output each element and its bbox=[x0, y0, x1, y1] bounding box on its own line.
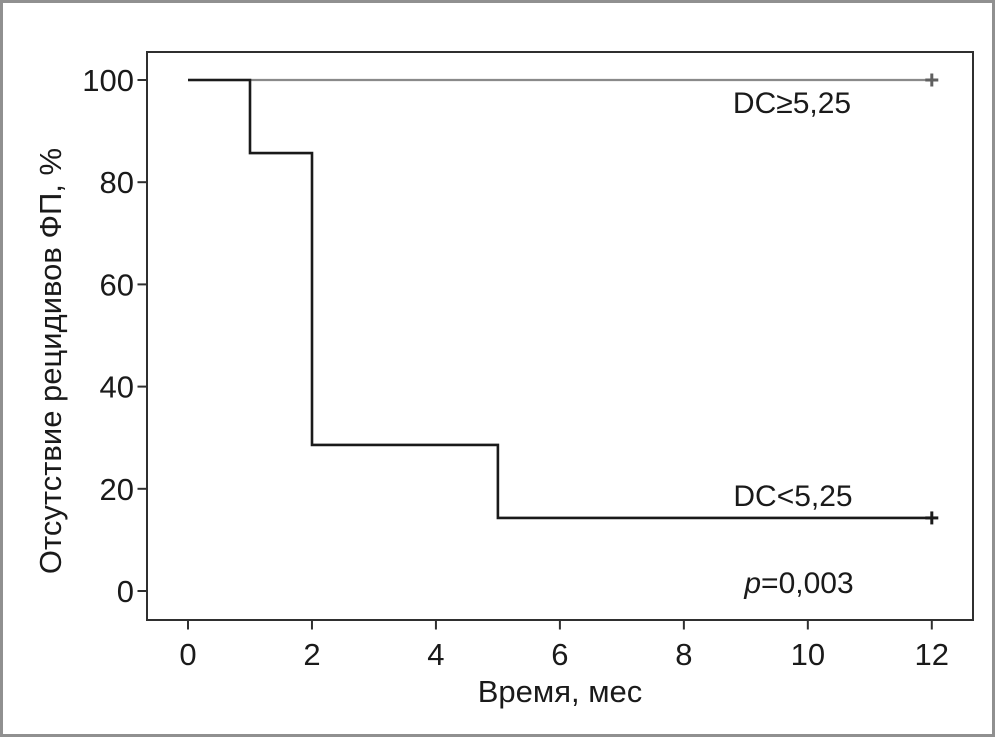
p-symbol: p bbox=[743, 567, 761, 600]
series-label-dc-lt-525: DC<5,25 bbox=[733, 480, 852, 513]
x-tick-label: 10 bbox=[791, 637, 825, 672]
x-tick-label: 12 bbox=[915, 637, 949, 672]
y-tick-label: 0 bbox=[117, 574, 134, 609]
y-tick-label: 100 bbox=[82, 63, 134, 98]
axis-ticks-group: 0 2 4 6 8 10 12 0 20 40 60 80 100 bbox=[82, 63, 949, 672]
x-tick-label: 2 bbox=[303, 637, 320, 672]
y-tick-label: 20 bbox=[100, 472, 134, 507]
plot-area-border bbox=[146, 51, 974, 621]
survival-curve-dc-lt-525 bbox=[188, 78, 932, 520]
p-value-annotation: p=0,003 bbox=[743, 567, 853, 600]
x-tick-label: 0 bbox=[179, 637, 196, 672]
y-tick-label: 40 bbox=[100, 370, 134, 405]
y-axis-title: Отсутствие рецидивов ФП, % bbox=[33, 148, 68, 574]
x-axis-title: Время, мес bbox=[478, 674, 643, 709]
x-tick-label: 6 bbox=[551, 637, 568, 672]
p-value-text: =0,003 bbox=[761, 567, 854, 600]
series-label-dc-ge-525: DC≥5,25 bbox=[733, 87, 851, 120]
y-tick-label: 60 bbox=[100, 267, 134, 302]
y-tick-label: 80 bbox=[100, 165, 134, 200]
x-tick-label: 4 bbox=[427, 637, 444, 672]
km-survival-chart: 0 2 4 6 8 10 12 0 20 40 60 80 100 DC≥5,25 DC<5,25 p=… bbox=[33, 51, 974, 709]
survival-curves-group bbox=[188, 78, 932, 520]
x-tick-label: 8 bbox=[675, 637, 692, 672]
censor-marks-group bbox=[925, 73, 939, 525]
